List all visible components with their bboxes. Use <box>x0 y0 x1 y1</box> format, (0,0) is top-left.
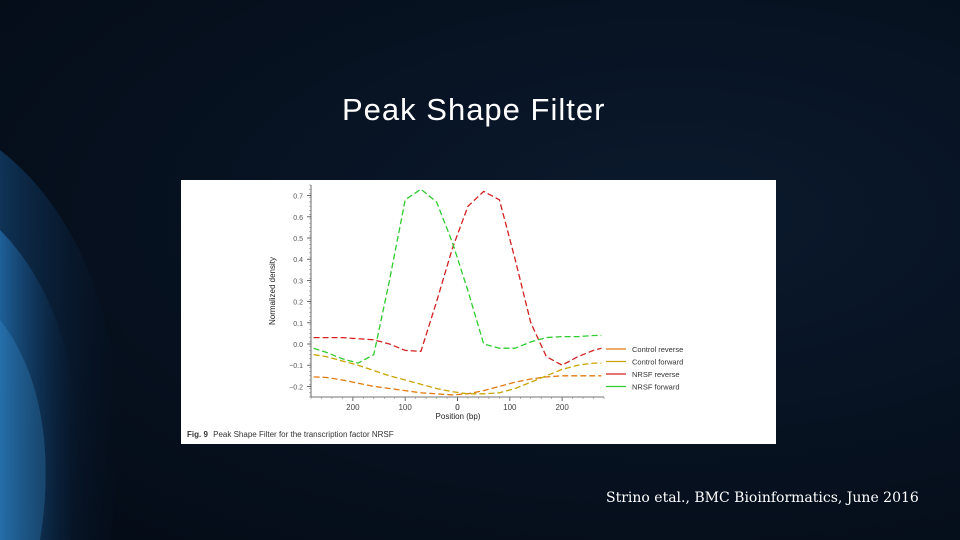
legend: Control reverse Control forward NRSF rever… <box>606 345 683 392</box>
citation: Strino etal., BMC Bioinformatics, June 2… <box>606 490 919 506</box>
legend-label: NRSF forward <box>632 383 680 392</box>
legend-label: Control reverse <box>632 345 683 354</box>
y-ticks: 0.7 0.6 0.5 0.4 0.3 0.2 0.1 0.0 −0.1 −0.2 <box>289 184 311 398</box>
figure-caption: Fig. 9 Peak Shape Filter for the transcr… <box>187 430 394 439</box>
y-tick-label: −0.2 <box>289 384 303 391</box>
x-tick-label: 0 <box>455 403 460 412</box>
series-line-control-reverse <box>313 375 602 396</box>
x-axis-label: Position (bp) <box>436 412 481 421</box>
series-line-control-forward <box>313 353 602 395</box>
y-tick-label: 0.3 <box>293 278 303 285</box>
peak-shape-chart: 0.7 0.6 0.5 0.4 0.3 0.2 0.1 0.0 −0.1 −0.2 200 100 0… <box>187 184 683 439</box>
legend-label: Control forward <box>632 358 683 367</box>
plot-lines <box>313 188 602 396</box>
x-tick-label: 100 <box>398 403 412 412</box>
figure-panel: 0.7 0.6 0.5 0.4 0.3 0.2 0.1 0.0 −0.1 −0.2 200 100 0… <box>181 180 776 444</box>
y-tick-label: 0.6 <box>293 215 303 222</box>
y-tick-label: 0.2 <box>293 300 303 307</box>
x-tick-label: 0 <box>455 403 460 412</box>
slide-title: Peak Shape Filter <box>342 92 606 127</box>
series-line-nrsf-forward <box>313 188 602 364</box>
x-tick-label: 100 <box>503 403 517 412</box>
figure-caption-text: Peak Shape Filter for the transcription … <box>213 430 394 439</box>
figure-caption-label: Fig. 9 <box>187 430 208 439</box>
y-tick-label: −0.1 <box>289 363 303 370</box>
legend-label: NRSF reverse <box>632 370 680 379</box>
y-tick-label: 0.0 <box>293 342 303 349</box>
y-axis-label: Normalized density <box>268 257 277 325</box>
y-tick-label: 0.5 <box>293 236 303 243</box>
x-tick-label: 200 <box>555 403 569 412</box>
y-tick-label: 0.7 <box>293 194 303 201</box>
y-tick-label: 0.4 <box>293 257 303 264</box>
series-line-nrsf-reverse <box>313 190 602 366</box>
y-tick-label: 0.1 <box>293 321 303 328</box>
x-tick-label: 200 <box>346 403 360 412</box>
